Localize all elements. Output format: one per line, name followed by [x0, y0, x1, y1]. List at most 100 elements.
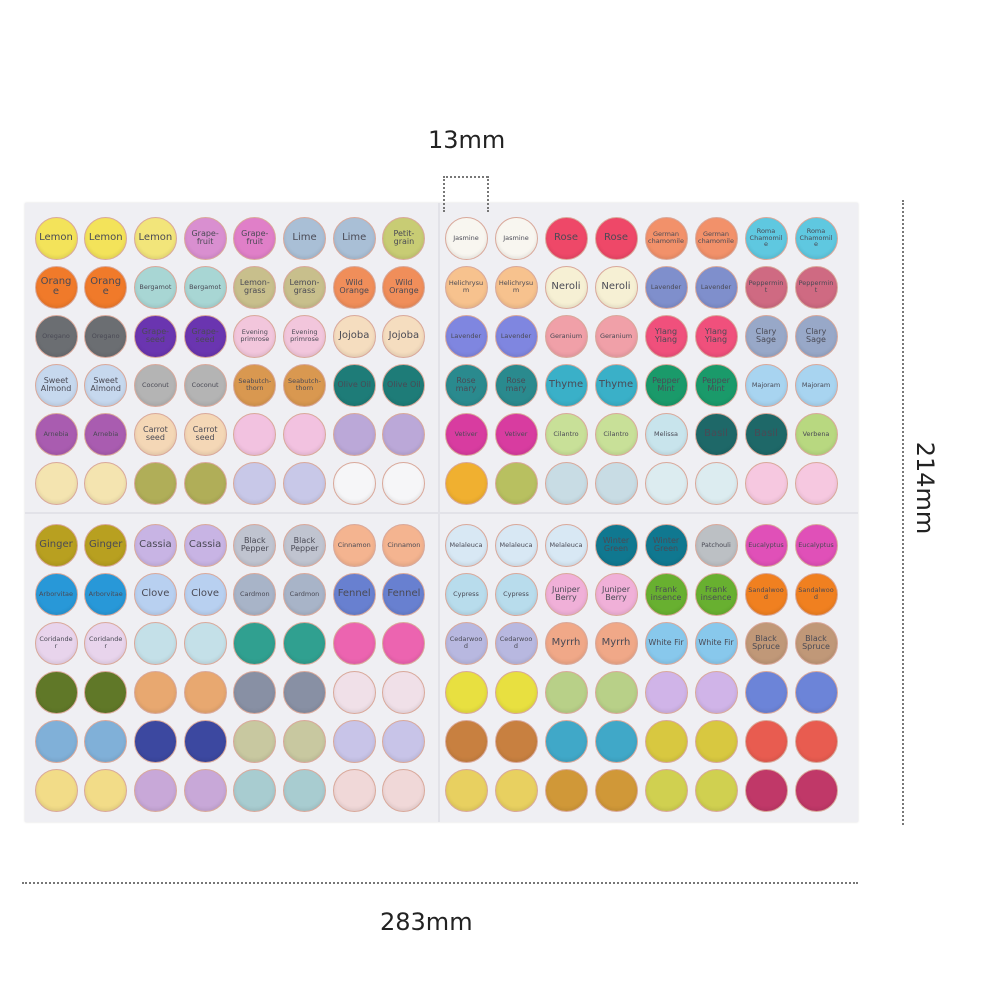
sticker	[332, 621, 376, 665]
sticker: Verbena	[794, 412, 838, 456]
sticker-label: Lavender	[450, 331, 482, 340]
sticker-label: Olive Oil	[387, 379, 421, 389]
sticker-label: Lemon	[88, 231, 123, 243]
sticker-label: Juniper Berry	[601, 584, 630, 602]
sticker: Wild Orange	[382, 265, 426, 309]
sticker-label: Melissa	[654, 429, 678, 438]
sticker-label: Helichrysum	[498, 279, 534, 294]
sticker	[382, 461, 426, 505]
sticker: Olive Oil	[332, 363, 376, 407]
sticker	[444, 670, 488, 714]
sticker: Fennel	[332, 572, 376, 616]
sticker: Coconut	[183, 363, 227, 407]
sticker-label: Arborvitae	[88, 589, 123, 598]
sticker: Coridander	[34, 621, 78, 665]
sticker	[183, 621, 227, 665]
sticker: Cypress	[444, 572, 488, 616]
sticker-label: Ylang Ylang	[704, 326, 728, 344]
sticker: Lime	[332, 216, 376, 260]
sticker: Carrot seed	[183, 412, 227, 456]
sticker-label: Clary Sage	[755, 326, 777, 344]
sticker: Black Pepper	[233, 523, 277, 567]
sticker	[694, 719, 738, 763]
sticker: Vetiver	[444, 412, 488, 456]
sticker-label: Lavender	[500, 331, 532, 340]
sticker: White Fir	[694, 621, 738, 665]
sticker: Roma Chamomile	[744, 216, 788, 260]
sticker-label: Peppermint	[798, 279, 834, 294]
sticker: Cardmon	[283, 572, 326, 616]
sticker	[744, 461, 788, 505]
sticker	[544, 768, 588, 812]
sticker-label: Coconut	[191, 380, 219, 389]
sticker: Black Pepper	[283, 523, 326, 567]
sticker-label: Cedarwood	[449, 635, 483, 650]
sticker-label: German chamomile	[698, 230, 734, 245]
sticker-label: Arnebia	[43, 429, 69, 438]
sticker-label: Evening primrose	[240, 328, 270, 343]
sticker-label: Oregano	[42, 331, 70, 340]
sticker: Cedarwood	[444, 621, 488, 665]
sticker-label: Carrot seed	[143, 424, 168, 442]
sticker: Thyme	[594, 363, 638, 407]
sticker: Geranium	[594, 314, 638, 358]
sticker-label: Cilantro	[553, 429, 579, 438]
sticker	[794, 670, 838, 714]
sticker-label: Cassia	[188, 538, 222, 550]
sticker	[84, 768, 128, 812]
sticker: White Fir	[644, 621, 688, 665]
sticker-label: Lavender	[700, 282, 732, 291]
sticker-label: Verbena	[802, 429, 830, 438]
sticker	[283, 768, 326, 812]
sticker: Myrrh	[594, 621, 638, 665]
sticker-label: Majoram	[751, 380, 781, 389]
sticker-label: Olive Oil	[337, 379, 372, 389]
sticker-label: Roma Chamomile	[799, 226, 833, 249]
sticker: Cypress	[494, 572, 538, 616]
sticker-label: Rose	[554, 231, 578, 243]
sticker-label: Lemon-grass	[289, 277, 320, 295]
sticker: Evening primrose	[233, 314, 277, 358]
sticker	[332, 768, 376, 812]
sticker	[233, 719, 277, 763]
sticker-label: Cardmon	[289, 589, 320, 598]
sticker	[233, 461, 277, 505]
sticker: Frank insence	[644, 572, 688, 616]
sticker: Cilantro	[594, 412, 638, 456]
sticker: Wild Orange	[332, 265, 376, 309]
sticker-label: Pepper Mint	[702, 375, 730, 393]
sticker-label: Geranium	[599, 331, 633, 340]
sticker	[133, 719, 177, 763]
sticker	[183, 719, 227, 763]
sticker-label: Neroli	[551, 280, 581, 292]
sticker	[594, 461, 638, 505]
sticker-label: Sweet Almond	[90, 375, 121, 393]
sticker: Lavender	[494, 314, 538, 358]
sticker: Bergamot	[183, 265, 227, 309]
sheet-fold-horizontal	[25, 512, 858, 514]
sticker-label: Patchouli	[701, 540, 731, 549]
sticker	[744, 719, 788, 763]
sticker: Carrot seed	[133, 412, 177, 456]
sticker	[233, 621, 277, 665]
sticker: Peppermint	[744, 265, 788, 309]
sticker-label: White Fir	[648, 637, 684, 647]
sticker: Clary Sage	[794, 314, 838, 358]
sticker-label: Sweet Almond	[40, 375, 72, 393]
sticker-label: Coconut	[141, 380, 169, 389]
sticker-label: Sandalwood	[748, 586, 784, 601]
sticker: Sandalwood	[744, 572, 788, 616]
sticker	[382, 768, 426, 812]
sticker: Neroli	[544, 265, 588, 309]
sticker	[544, 670, 588, 714]
sticker-label: Lime	[342, 231, 367, 243]
sticker: Jojoba	[332, 314, 376, 358]
sticker-label: Oregano	[91, 331, 120, 340]
sticker	[594, 670, 638, 714]
height-label: 214mm	[911, 441, 939, 535]
sticker-label: Evening primrose	[290, 328, 319, 343]
sticker-label: Bergamot	[189, 282, 222, 291]
sticker	[183, 461, 227, 505]
sticker	[644, 670, 688, 714]
sticker-label: Thyme	[598, 378, 634, 390]
